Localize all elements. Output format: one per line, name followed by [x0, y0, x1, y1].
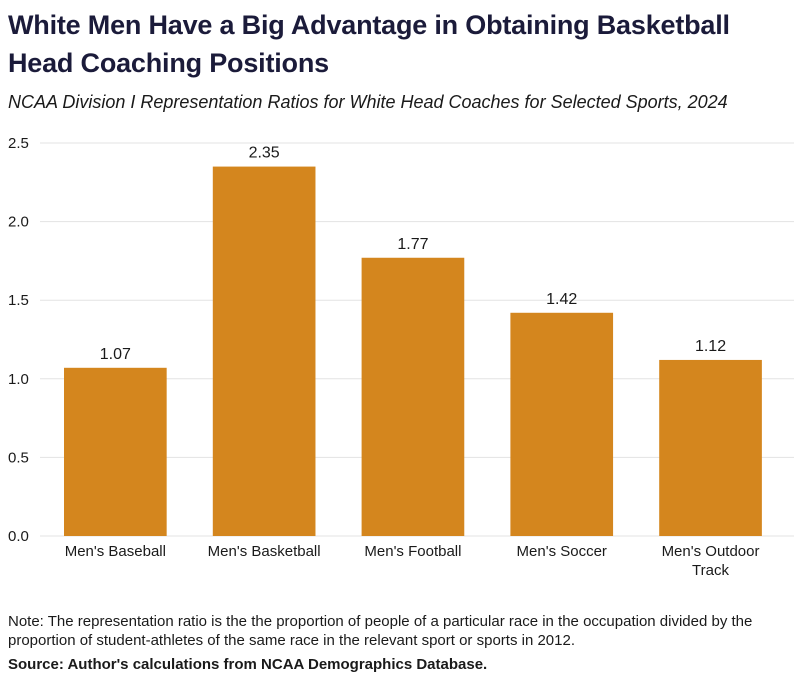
x-category-label: Men's Outdoor Track: [662, 543, 760, 579]
x-category-label: Men's Football: [364, 543, 461, 560]
y-tick-label: 0.5: [8, 449, 29, 466]
chart-source: Source: Author's calculations from NCAA …: [8, 656, 488, 673]
y-tick-label: 2.0: [8, 214, 29, 231]
data-label: 1.77: [397, 236, 428, 253]
data-label: 1.42: [546, 291, 577, 308]
bars: [64, 166, 762, 536]
data-label: 2.35: [249, 145, 280, 162]
y-tick-label: 1.0: [8, 371, 29, 388]
x-category-label: Men's Baseball: [65, 543, 166, 560]
bar: [361, 257, 465, 536]
data-label: 1.12: [695, 338, 726, 355]
data-labels: 1.07 2.35 1.77 1.42 1.12: [100, 145, 726, 363]
chart-note: Note: The representation ratio is the th…: [8, 613, 753, 649]
y-tick-label: 2.5: [8, 135, 29, 152]
chart-title: White Men Have a Big Advantage in Obtain…: [8, 10, 730, 78]
x-axis-categories: Men's Baseball Men's Basketball Men's Foot…: [65, 543, 760, 579]
y-tick-label: 0.0: [8, 528, 29, 545]
bar-chart: 0.00.51.01.52.02.5 1.072.351.771.421.12 …: [8, 135, 794, 579]
bar: [510, 312, 614, 536]
bar: [212, 166, 316, 536]
data-label: 1.07: [100, 346, 131, 363]
y-axis-ticks: 0.0 0.5 1.0 1.5 2.0 2.5: [8, 135, 29, 545]
x-category-label: Men's Soccer: [517, 543, 607, 560]
bar: [659, 359, 762, 536]
bar: [64, 367, 167, 536]
y-tick-label: 1.5: [8, 292, 29, 309]
chart-subtitle: NCAA Division I Representation Ratios fo…: [8, 92, 728, 112]
x-category-label: Men's Basketball: [208, 543, 321, 560]
